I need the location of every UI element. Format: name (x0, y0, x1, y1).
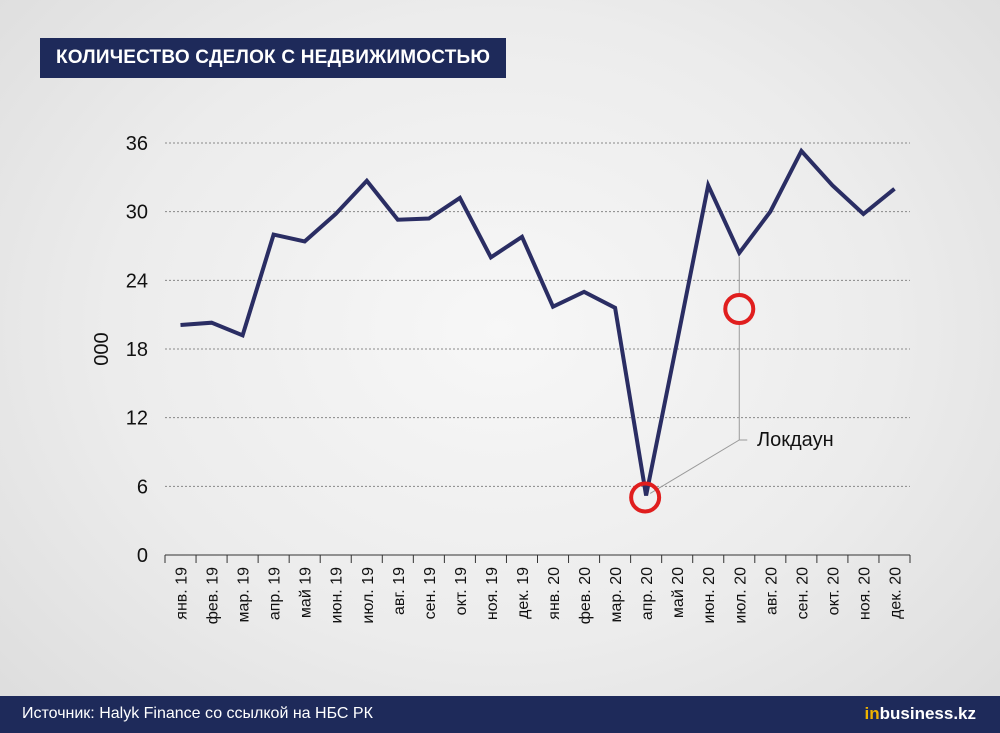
x-tick-label: июл. 20 (732, 567, 749, 624)
x-tick-label: авг. 20 (763, 567, 780, 615)
chart-title: КОЛИЧЕСТВО СДЕЛОК С НЕДВИЖИМОСТЬЮ (40, 38, 507, 78)
y-tick-label: 24 (126, 270, 148, 292)
x-tick-label: авг. 19 (391, 567, 408, 615)
y-axis-label: 000 (91, 332, 113, 365)
series-line (180, 147, 896, 496)
x-tick-label: ноя. 19 (484, 567, 501, 620)
x-tick-label: апр. 20 (639, 567, 656, 620)
annotation-label: Локдаун (757, 429, 834, 451)
y-tick-label: 18 (126, 339, 148, 361)
y-tick-label: 30 (126, 202, 148, 224)
x-tick-label: мар. 19 (236, 567, 253, 623)
x-tick-label: май 19 (298, 567, 315, 618)
x-tick-label: июн. 19 (329, 567, 346, 624)
x-tick-label: окт. 20 (825, 567, 842, 615)
lockdown-marker-circle (723, 293, 756, 325)
x-tick-label: фев. 19 (205, 567, 222, 624)
brand-logo: inbusiness.kz (865, 704, 976, 724)
x-tick-label: мар. 20 (608, 567, 625, 623)
footer-bar: Источник: Halyk Finance со ссылкой на НБ… (0, 696, 1000, 733)
x-tick-label: июн. 20 (701, 567, 718, 624)
y-tick-label: 0 (137, 545, 148, 567)
y-tick-label: 12 (126, 408, 148, 430)
source-note: Источник: Halyk Finance со ссылкой на НБ… (22, 705, 373, 722)
x-tick-label: фев. 20 (577, 567, 594, 624)
y-tick-label: 6 (137, 476, 148, 498)
brand-logo-prefix: in (864, 704, 880, 723)
x-tick-label: сен. 19 (422, 567, 439, 620)
x-tick-label: ноя. 20 (856, 567, 873, 620)
x-tick-label: дек. 20 (887, 567, 904, 619)
y-tick-label: 36 (126, 133, 148, 155)
x-tick-label: дек. 19 (515, 567, 532, 619)
x-tick-label: июл. 19 (360, 567, 377, 624)
annotation-leader-line (649, 439, 748, 494)
line-chart: 0 6 12 18 24 30 36 янв. 19 фев. 19 мар. 19 апр. 19… (91, 133, 911, 624)
x-tick-label: янв. 20 (546, 567, 563, 620)
x-tick-label: окт. 19 (453, 567, 470, 615)
lockdown-marker-circle (629, 481, 662, 514)
brand-logo-suffix: business.kz (879, 704, 976, 723)
x-tick-label: сен. 20 (794, 567, 811, 620)
x-tick-label: апр. 19 (267, 567, 284, 620)
x-tick-label: май 20 (670, 567, 687, 618)
x-tick-label: янв. 19 (174, 567, 191, 620)
